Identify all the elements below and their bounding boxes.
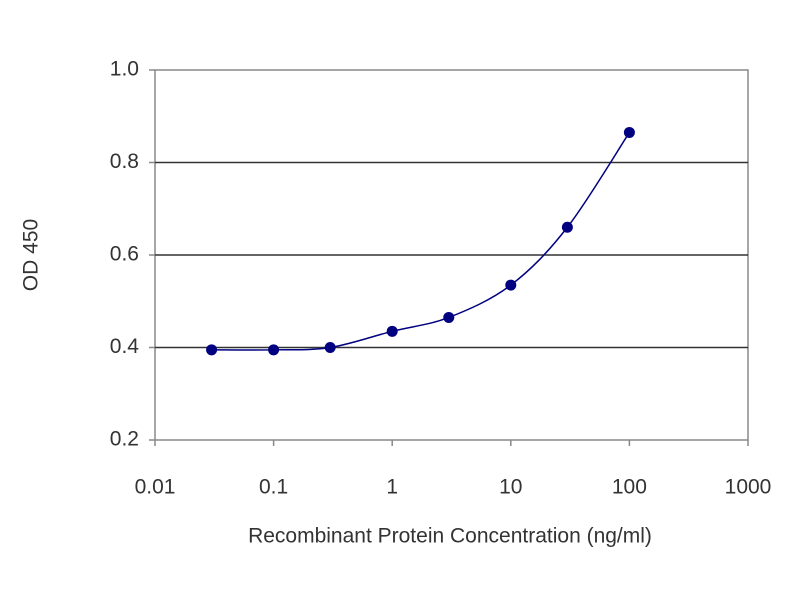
data-point — [324, 342, 336, 353]
y-axis-label: OD 450 — [20, 219, 43, 291]
data-point — [206, 344, 218, 356]
x-axis-label: Recombinant Protein Concentration (ng/ml… — [248, 525, 652, 548]
data-point — [623, 126, 635, 138]
y-tick-label: 1.0 — [110, 58, 139, 81]
data-point — [386, 325, 398, 337]
y-tick-label: 0.8 — [110, 150, 139, 173]
y-tick-label: 0.2 — [110, 428, 139, 451]
y-tick-label: 0.4 — [110, 335, 140, 358]
x-tick-label: 1 — [386, 476, 398, 499]
data-point — [561, 221, 573, 233]
x-tick-label: 0.1 — [259, 476, 288, 499]
data-point — [268, 344, 280, 356]
x-tick-label: 100 — [612, 476, 647, 499]
x-tick-label: 1000 — [725, 476, 772, 499]
y-tick-label: 0.6 — [110, 243, 139, 266]
data-point — [443, 311, 455, 323]
x-tick-label: 10 — [499, 476, 522, 499]
x-tick-label: 0.01 — [135, 476, 176, 499]
data-point — [505, 279, 517, 291]
